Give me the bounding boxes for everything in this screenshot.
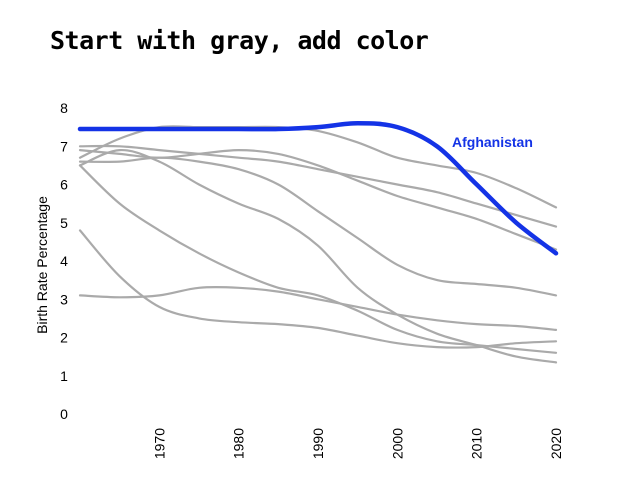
- context-series-group: [78, 125, 558, 364]
- x-tick-label: 2000: [389, 428, 405, 459]
- series-line-highlight: [77, 121, 559, 256]
- series-line-context: [78, 148, 558, 364]
- x-tick-label: 2020: [548, 428, 564, 459]
- series-line-context: [78, 156, 558, 297]
- y-tick-label: 7: [60, 138, 68, 154]
- chart-title: Start with gray, add color: [50, 26, 429, 55]
- x-tick-label: 1990: [310, 428, 326, 459]
- x-tick-label: 1970: [151, 428, 167, 459]
- y-tick-label: 4: [60, 253, 68, 269]
- highlight-series-group: [77, 121, 559, 256]
- series-line-context: [78, 285, 558, 331]
- x-tick-label: 2010: [469, 428, 485, 459]
- y-tick-label: 1: [60, 368, 68, 384]
- y-tick-label: 8: [60, 100, 68, 116]
- y-axis-label: Birth Rate Percentage: [34, 196, 50, 334]
- series-line-context: [78, 149, 558, 251]
- y-tick-label: 0: [60, 406, 68, 422]
- x-tick-label: 1980: [231, 428, 247, 459]
- y-tick-label: 6: [60, 177, 68, 193]
- series-labels: Afghanistan: [452, 134, 533, 150]
- y-tick-label: 2: [60, 330, 68, 346]
- y-tick-label: 5: [60, 215, 68, 231]
- y-axis-ticks: 0 1 2 3 4 5 6 7 8: [60, 100, 68, 422]
- series-label-afghanistan: Afghanistan: [452, 134, 533, 150]
- series-line-context: [78, 144, 558, 228]
- x-axis-ticks: 1970 1980 1990 2000 2010 2020: [151, 428, 564, 459]
- y-tick-label: 3: [60, 291, 68, 307]
- series-line-context: [78, 229, 558, 349]
- series-line-context: [78, 164, 558, 354]
